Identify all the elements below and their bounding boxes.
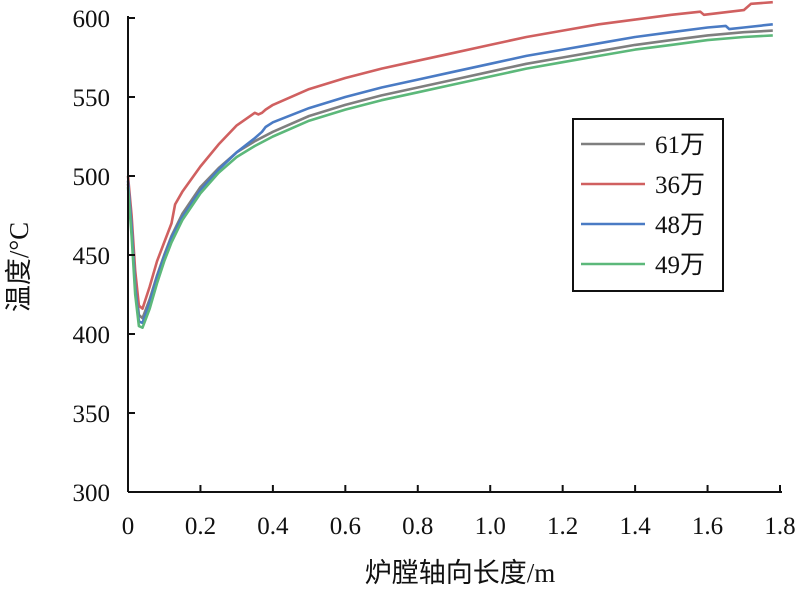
legend: 61万 36万 48万 49万 <box>572 118 724 292</box>
x-tick-label: 0 <box>122 513 135 540</box>
series-line-2 <box>126 0 773 310</box>
x-tick-label: 0.4 <box>257 513 289 540</box>
series-line-3 <box>126 23 773 325</box>
y-tick-label: 500 <box>73 164 111 191</box>
x-tick-label: 0.2 <box>185 513 216 540</box>
y-tick-label: 350 <box>73 401 111 428</box>
legend-items: 61万 36万 48万 49万 <box>581 132 705 279</box>
plot-lines <box>126 0 773 329</box>
x-tick-label: 1.6 <box>692 513 723 540</box>
legend-label: 49万 <box>655 252 705 279</box>
legend-label: 48万 <box>655 212 705 239</box>
y-axis-ticks: 300 350 400 450 500 550 600 <box>73 6 135 507</box>
x-tick-label: 0.6 <box>330 513 361 540</box>
legend-label: 36万 <box>655 172 705 199</box>
x-tick-label: 1.8 <box>764 513 795 540</box>
x-axis-title: 炉膛轴向长度/m <box>365 558 556 588</box>
y-tick-label: 450 <box>73 243 111 270</box>
legend-label: 61万 <box>655 132 705 159</box>
y-tick-label: 300 <box>73 480 111 507</box>
x-tick-label: 1.2 <box>547 513 578 540</box>
y-tick-label: 400 <box>73 322 111 349</box>
y-axis-title: 温度/°C <box>4 222 34 312</box>
legend-box <box>572 118 724 292</box>
y-tick-label: 550 <box>73 85 111 112</box>
x-tick-label: 0.8 <box>402 513 433 540</box>
x-tick-label: 1.0 <box>475 513 506 540</box>
y-tick-label: 600 <box>73 6 111 33</box>
x-axis-ticks: 0 0.2 0.4 0.6 0.8 1.0 1.2 1.4 1.6 1.8 <box>122 485 796 540</box>
x-tick-label: 1.4 <box>619 513 651 540</box>
series-line-4 <box>126 34 773 329</box>
